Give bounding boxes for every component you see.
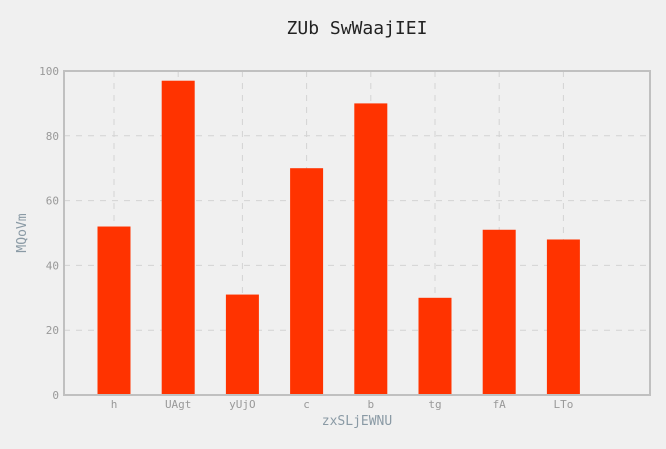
bar-UAgt [161,80,195,395]
y-tick-label: 40 [46,259,59,272]
bar-yUjO [225,294,259,395]
x-tick-label: yUjO [229,398,256,411]
bar-LTo [546,239,580,395]
bars [97,80,580,396]
y-tick-label: 80 [46,130,59,143]
bar-b [354,103,388,396]
x-tick-label: tg [428,398,441,411]
x-tick-label: fA [493,398,507,411]
y-tick-label: 100 [39,65,59,78]
y-tick-label: 20 [46,324,59,337]
plot-area-border [63,70,651,396]
bar-h [97,226,131,395]
x-axis-ticks: h UAgt yUjO c b tg fA LTo [111,398,574,411]
y-axis-label: MQoVm [15,213,30,252]
y-tick-label: 0 [52,389,59,402]
x-tick-label: LTo [553,398,573,411]
x-tick-label: h [111,398,118,411]
bar-c [290,168,324,395]
x-tick-label: c [303,398,310,411]
y-axis-ticks: 0 20 40 60 80 100 [39,65,59,402]
chart-title: ZUb SwWaajIEI [287,18,428,39]
bar-tg [418,297,452,395]
x-tick-label: UAgt [165,398,192,411]
x-axis-label: zxSLjEWNU [322,414,392,429]
x-tick-label: b [367,398,374,411]
bar-fA [482,229,516,395]
y-tick-label: 60 [46,195,59,208]
